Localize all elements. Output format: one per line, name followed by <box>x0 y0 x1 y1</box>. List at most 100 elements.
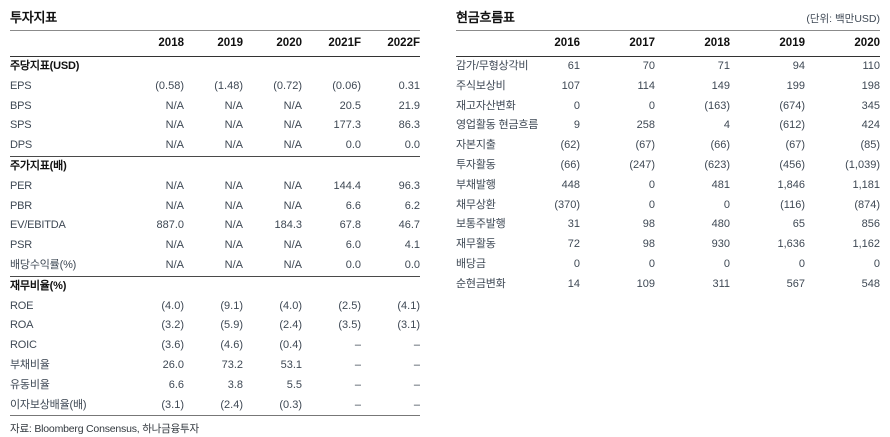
value-cell: (2.5) <box>338 299 361 312</box>
value-cell: (1.48) <box>214 79 243 92</box>
value-cell: 258 <box>636 119 655 132</box>
cashflow-table-title: 현금흐름표 <box>456 10 515 25</box>
value-cell: 110 <box>862 60 880 72</box>
value-cell: 26.0 <box>162 358 184 371</box>
row-label: DPS <box>10 139 33 152</box>
value-cell: 424 <box>861 119 880 132</box>
table-row: 보통주발행 31 98 480 65 856 <box>456 215 880 235</box>
row-label: 보통주발행 <box>456 218 506 231</box>
value-cell: 94 <box>792 60 805 72</box>
year-header: 2021F <box>302 31 361 57</box>
value-cell: (3.6) <box>161 339 184 352</box>
table-row: ROIC (3.6) (4.6) (0.4) – – <box>10 336 420 356</box>
value-cell: 198 <box>861 79 880 92</box>
value-cell: – <box>354 378 361 391</box>
value-cell: (0.58) <box>155 79 184 92</box>
table-row: 부채비율 26.0 73.2 53.1 – – <box>10 356 420 376</box>
row-label: 유동비율 <box>10 378 50 391</box>
value-cell: 0 <box>648 178 655 191</box>
value-cell: 1,636 <box>777 238 805 251</box>
row-label: 순현금변화 <box>456 277 506 290</box>
value-cell: (3.2) <box>161 319 184 332</box>
value-cell: N/A <box>224 179 243 192</box>
value-cell: 73.2 <box>221 358 243 371</box>
table-row: 재무활동 72 98 930 1,636 1,162 <box>456 235 880 255</box>
year-header: 2017 <box>580 31 655 57</box>
value-cell: (66) <box>560 158 580 171</box>
cashflow-table-title-row: 현금흐름표 (단위: 백만USD) <box>456 4 880 31</box>
value-cell: 1,846 <box>777 178 805 191</box>
value-cell: 9 <box>573 119 580 132</box>
year-header: 2022F <box>361 31 420 57</box>
value-cell: 61 <box>567 60 580 72</box>
value-cell: (4.0) <box>161 299 184 312</box>
value-cell: 107 <box>561 79 580 92</box>
value-cell: N/A <box>165 199 184 212</box>
year-header: 2016 <box>505 31 580 57</box>
value-cell: 0.31 <box>398 79 420 92</box>
value-cell: 31 <box>567 218 580 231</box>
value-cell: N/A <box>283 119 302 132</box>
table-row: EV/EBITDA 887.0 N/A 184.3 67.8 46.7 <box>10 216 420 236</box>
value-cell: (66) <box>710 139 730 152</box>
value-cell: 448 <box>561 178 580 191</box>
value-cell: 0.0 <box>404 139 420 152</box>
value-cell: 96.3 <box>398 179 420 192</box>
table-row: ROE (4.0) (9.1) (4.0) (2.5) (4.1) <box>10 297 420 317</box>
value-cell: 345 <box>861 99 880 112</box>
value-cell: 199 <box>786 79 805 92</box>
year-header-row: 2016 2017 2018 2019 2020 <box>456 31 880 57</box>
year-header: 2019 <box>184 31 243 57</box>
value-cell: N/A <box>224 239 243 252</box>
value-cell: (1,039) <box>845 158 880 171</box>
row-label: 투자활동 <box>456 158 496 171</box>
value-cell: 86.3 <box>398 119 420 132</box>
value-cell: – <box>413 339 420 352</box>
value-cell: (9.1) <box>220 299 243 312</box>
value-cell: N/A <box>224 199 243 212</box>
value-cell: (3.1) <box>125 395 184 417</box>
value-cell: N/A <box>224 99 243 112</box>
value-cell: 0 <box>723 198 730 211</box>
value-cell: N/A <box>165 139 184 152</box>
value-cell: (0.4) <box>279 339 302 352</box>
value-cell: 0 <box>873 257 880 270</box>
cashflow-table-head: 2016 2017 2018 2019 2020 <box>456 31 880 57</box>
value-cell: – <box>361 395 420 417</box>
value-cell: 14 <box>567 277 580 290</box>
value-cell: 149 <box>711 79 730 92</box>
value-cell: 114 <box>637 79 655 92</box>
investment-table-head: 2018 2019 2020 2021F 2022F <box>10 31 420 57</box>
value-cell: (5.9) <box>220 319 243 332</box>
table-row: PER N/A N/A N/A 144.4 96.3 <box>10 177 420 197</box>
row-label: 부채발행 <box>456 178 496 191</box>
value-cell: – <box>354 339 361 352</box>
value-cell: (456) <box>779 158 805 171</box>
value-cell: (674) <box>779 99 805 112</box>
value-cell: – <box>413 378 420 391</box>
table-row: 투자활동 (66) (247) (623) (456) (1,039) <box>456 156 880 176</box>
year-header-row: 2018 2019 2020 2021F 2022F <box>10 31 420 57</box>
value-cell: (4.0) <box>279 299 302 312</box>
value-cell: 67.8 <box>339 219 361 232</box>
row-label: 감가/무형상각비 <box>456 60 529 72</box>
value-cell: 98 <box>642 218 655 231</box>
value-cell: 98 <box>642 238 655 251</box>
section-header: 주가지표(배) <box>10 155 420 177</box>
source-note: 자료: Bloomberg Consensus, 하나금융투자 <box>10 423 199 436</box>
value-cell: N/A <box>283 258 302 271</box>
value-cell: 53.1 <box>280 358 302 371</box>
value-cell: (370) <box>554 198 580 211</box>
table-row: PSR N/A N/A N/A 6.0 4.1 <box>10 236 420 256</box>
value-cell: (0.72) <box>273 79 302 92</box>
value-cell: 1,162 <box>852 238 880 251</box>
value-cell: 70 <box>642 60 655 72</box>
value-cell: 177.3 <box>333 119 361 132</box>
value-cell: 0 <box>648 99 655 112</box>
value-cell: (623) <box>704 158 730 171</box>
table-row: 채무상환 (370) 0 0 (116) (874) <box>456 196 880 216</box>
row-label: 채무상환 <box>456 198 496 211</box>
value-cell: 1,181 <box>852 178 880 191</box>
table-row: 부채발행 448 0 481 1,846 1,181 <box>456 176 880 196</box>
value-cell: 109 <box>636 277 655 290</box>
